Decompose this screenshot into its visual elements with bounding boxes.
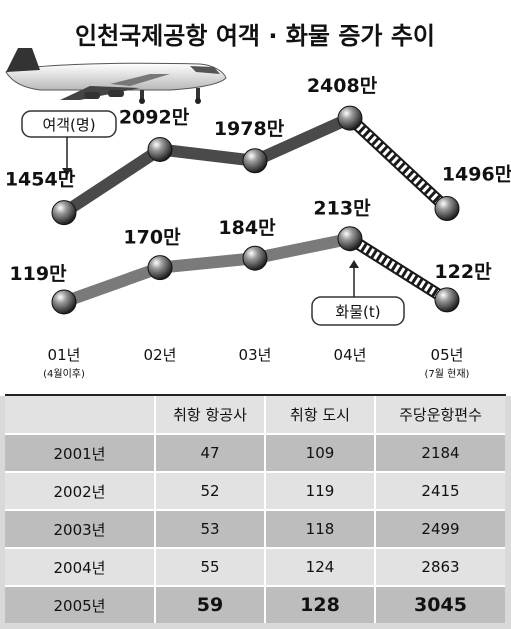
table-cell-airlines: 59 — [154, 585, 265, 623]
airplane-icon — [5, 48, 227, 104]
data-point — [242, 245, 268, 271]
data-point — [337, 105, 363, 131]
table-cell-airlines: 47 — [154, 433, 265, 472]
data-label: 2092만 — [119, 106, 190, 128]
table-header-year — [5, 396, 155, 434]
legend-cargo: 화물(t) — [311, 260, 405, 326]
series-line-segment — [249, 232, 356, 265]
table-cell-cities: 128 — [264, 585, 375, 623]
x-tick-label: 01년 — [48, 346, 81, 364]
chart-title: 인천국제공항 여객 · 화물 증가 추이 — [75, 22, 435, 50]
table-header-cities: 취항 도시 — [264, 396, 375, 434]
table-row: 2001년 47 109 2184 — [5, 433, 505, 472]
table-cell-cities: 118 — [264, 509, 375, 548]
table-cell-weekly-flights: 3045 — [374, 585, 505, 623]
table-cell-weekly-flights: 2863 — [374, 547, 505, 586]
table-cell-cities: 109 — [264, 433, 375, 472]
line-chart: 인천국제공항 여객 · 화물 증가 추이 여객(명) 화물(t) 1454만 20… — [0, 0, 511, 396]
data-point — [147, 255, 173, 281]
data-label: 1454만 — [5, 169, 76, 191]
table-cell-year: 2001년 — [5, 433, 155, 472]
data-point — [51, 200, 77, 226]
data-point — [51, 289, 77, 315]
series-line-segment — [249, 112, 356, 167]
table-cell-airlines: 52 — [154, 471, 265, 510]
table-cell-year: 2003년 — [5, 509, 155, 548]
x-tick-label: 03년 — [239, 346, 272, 364]
table-header-row: 취항 항공사 취항 도시 주당운항편수 — [5, 396, 505, 434]
data-point — [242, 148, 268, 174]
x-tick-label: 05년 — [431, 346, 464, 364]
table-row: 2002년 52 119 2415 — [5, 471, 505, 510]
table-cell-weekly-flights: 2499 — [374, 509, 505, 548]
x-tick-note: (4월이후) — [43, 368, 85, 380]
x-tick-label: 04년 — [334, 346, 367, 364]
data-label: 2408만 — [307, 75, 378, 97]
table-cell-cities: 124 — [264, 547, 375, 586]
table-cell-weekly-flights: 2184 — [374, 433, 505, 472]
stats-table: 취항 항공사 취항 도시 주당운항편수 2001년 47 109 2184 20… — [5, 396, 505, 623]
legend-passenger: 여객(명) — [21, 110, 117, 176]
series-line-segment — [58, 261, 166, 308]
series-line-segment — [58, 143, 166, 219]
legend-passenger-label: 여객(명) — [42, 116, 95, 134]
table-cell-year: 2005년 — [5, 585, 155, 623]
data-label: 170만 — [123, 227, 181, 249]
table-header-weekly-flights: 주당운항편수 — [374, 396, 505, 434]
legend-cargo-label: 화물(t) — [335, 303, 380, 321]
data-label: 1978만 — [214, 118, 285, 140]
table-cell-weekly-flights: 2415 — [374, 471, 505, 510]
data-label: 1496만 — [442, 163, 511, 185]
x-tick-label: 02년 — [144, 346, 177, 364]
data-point — [337, 226, 363, 252]
data-point — [147, 136, 173, 162]
table-cell-airlines: 53 — [154, 509, 265, 548]
data-label: 122만 — [434, 261, 492, 283]
series-line-dotted-pattern — [347, 115, 450, 212]
x-tick-note: (7월 현재) — [425, 368, 470, 380]
data-point — [434, 287, 460, 313]
table-row: 2004년 55 124 2863 — [5, 547, 505, 586]
table-row: 2003년 53 118 2499 — [5, 509, 505, 548]
table-cell-year: 2004년 — [5, 547, 155, 586]
table-cell-year: 2002년 — [5, 471, 155, 510]
data-label: 119만 — [9, 263, 67, 285]
table-header-airlines: 취항 항공사 — [154, 396, 265, 434]
data-point — [434, 195, 460, 221]
series-line-segment — [154, 143, 261, 167]
table-row: 2005년 59 128 3045 — [5, 585, 505, 623]
data-label: 213만 — [313, 198, 371, 220]
table-cell-airlines: 55 — [154, 547, 265, 586]
series-line-dotted-pattern — [347, 235, 450, 304]
table-cell-cities: 119 — [264, 471, 375, 510]
series-line-segment — [154, 252, 261, 274]
data-label: 184만 — [218, 217, 276, 239]
